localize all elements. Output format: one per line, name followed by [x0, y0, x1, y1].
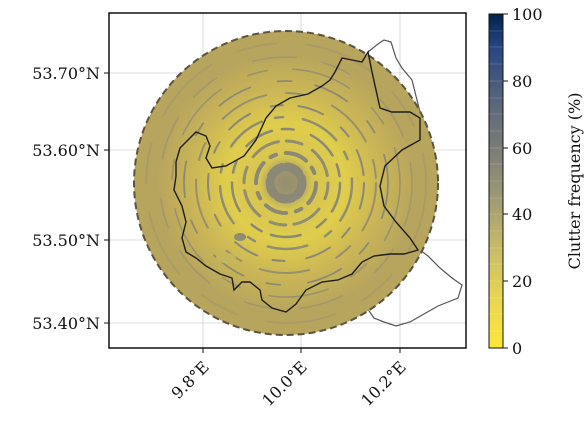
lon-label: 10.0°E — [258, 357, 311, 410]
colorbar-gradient — [488, 13, 504, 349]
longitude-axis: 9.8°E 10.0°E 10.2°E — [167, 348, 410, 410]
colorbar-tick-label: 20 — [512, 272, 532, 291]
colorbar-tick-label: 60 — [512, 139, 532, 158]
latitude-axis: 53.70°N 53.60°N 53.50°N 53.40°N — [32, 64, 109, 333]
colorbar-title: Clutter frequency (%) — [565, 93, 584, 270]
lon-label: 10.2°E — [357, 357, 410, 410]
lat-label: 53.70°N — [32, 64, 100, 83]
radar-range-circle — [133, 30, 439, 336]
lat-label: 53.60°N — [32, 141, 100, 160]
radar-coverage-disc — [133, 30, 439, 336]
clutter-rings — [145, 42, 427, 324]
colorbar-tick-label: 0 — [512, 339, 522, 358]
lon-label: 9.8°E — [167, 357, 212, 402]
colorbar-tick-label: 40 — [512, 205, 532, 224]
region-boundary-outer — [351, 39, 463, 327]
colorbar: 0 20 40 60 80 100 Clutter frequency (%) — [488, 5, 584, 358]
colorbar-bands — [489, 30, 503, 332]
colorbar-tick-label: 80 — [512, 72, 532, 91]
region-boundary — [173, 50, 421, 313]
lat-label: 53.40°N — [32, 314, 100, 333]
map-axes-frame — [108, 12, 467, 349]
colorbar-tick-label: 100 — [512, 5, 543, 24]
lat-label: 53.50°N — [32, 231, 100, 250]
